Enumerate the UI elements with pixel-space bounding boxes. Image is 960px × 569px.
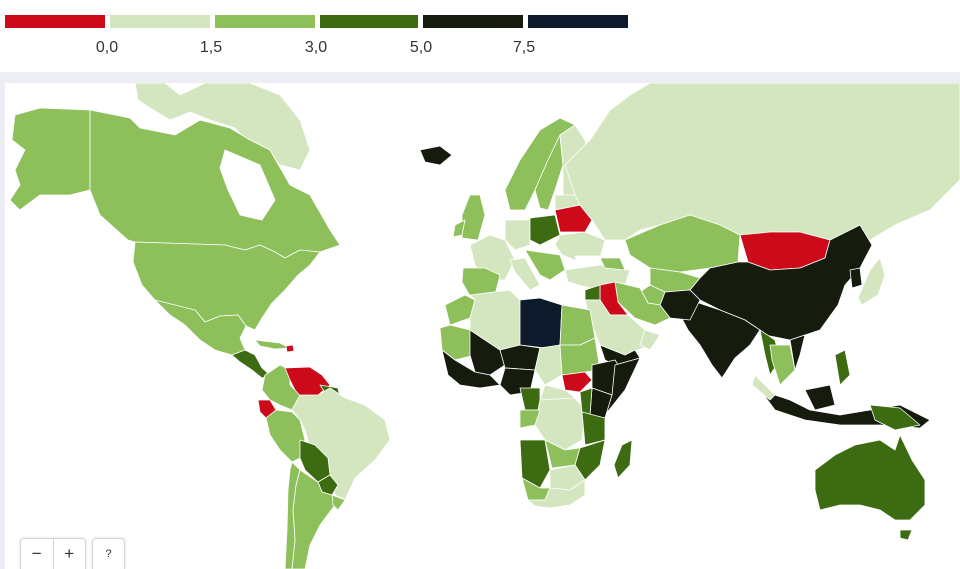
map-region[interactable] (9, 107, 91, 211)
map-region[interactable] (559, 304, 596, 346)
legend-swatches (5, 15, 635, 28)
map-region[interactable] (519, 409, 541, 429)
map-region[interactable] (679, 299, 761, 379)
zoom-in-button[interactable]: + (52, 539, 86, 569)
legend-tick-label: 1,5 (199, 39, 223, 56)
map-region[interactable] (285, 344, 295, 353)
water-body (574, 255, 603, 265)
map-region[interactable] (331, 494, 346, 511)
map-region[interactable] (834, 349, 851, 386)
map-region[interactable] (564, 83, 960, 251)
map-region[interactable] (581, 411, 606, 446)
map-region[interactable] (419, 145, 453, 166)
map-region[interactable] (231, 349, 271, 379)
map-region[interactable] (769, 344, 796, 386)
map-region[interactable] (509, 257, 541, 291)
map-region[interactable] (574, 439, 606, 481)
panel-edge (0, 83, 5, 569)
map-region[interactable] (254, 339, 291, 350)
help-button[interactable]: ? (92, 538, 125, 569)
map-region[interactable] (534, 344, 563, 386)
map-region[interactable] (529, 214, 561, 246)
map-region[interactable] (613, 439, 633, 479)
map-region[interactable] (291, 387, 391, 501)
legend-tick-label: 3,0 (304, 39, 328, 56)
legend-tick-label: 0,0 (95, 39, 119, 56)
separator-band (0, 72, 960, 83)
map-region[interactable] (614, 281, 671, 326)
map-region[interactable] (857, 257, 886, 306)
map-panel[interactable] (5, 83, 960, 569)
map-region[interactable] (89, 109, 341, 259)
map-water-bodies (219, 149, 643, 286)
color-legend: 0,0 1,5 3,0 5,0 7,5 (5, 15, 635, 60)
map-region[interactable] (527, 479, 586, 509)
water-body (629, 261, 643, 286)
map-region[interactable] (849, 267, 863, 289)
map-region[interactable] (452, 219, 466, 238)
water-body (219, 149, 276, 221)
map-regions (9, 83, 960, 569)
legend-swatch (215, 15, 315, 28)
map-region[interactable] (519, 439, 551, 489)
legend-swatch (5, 15, 105, 28)
map-region[interactable] (534, 134, 564, 211)
zoom-out-button[interactable]: − (31, 544, 42, 563)
map-region[interactable] (519, 297, 563, 349)
map-region[interactable] (751, 374, 776, 401)
map-region[interactable] (639, 329, 661, 351)
legend-swatch (110, 15, 210, 28)
map-region[interactable] (789, 334, 806, 371)
map-region[interactable] (869, 404, 921, 431)
zoom-controls: − + (20, 538, 86, 569)
map-region[interactable] (504, 219, 531, 251)
map-region[interactable] (519, 387, 541, 411)
world-map[interactable] (5, 83, 960, 569)
map-region[interactable] (499, 344, 541, 371)
map-region[interactable] (804, 384, 836, 411)
legend-tick-label: 5,0 (409, 39, 433, 56)
legend-swatch (320, 15, 418, 28)
map-region[interactable] (814, 434, 926, 521)
map-region[interactable] (599, 257, 626, 271)
map-region[interactable] (461, 194, 486, 241)
map-region[interactable] (561, 371, 593, 393)
map-region[interactable] (534, 397, 586, 451)
map-region[interactable] (899, 529, 913, 541)
legend-tick-label: 7,5 (512, 39, 536, 56)
map-region[interactable] (579, 387, 593, 416)
legend-swatch (528, 15, 628, 28)
map-region[interactable] (524, 249, 566, 281)
legend-swatch (423, 15, 523, 28)
map-region[interactable] (284, 461, 301, 569)
